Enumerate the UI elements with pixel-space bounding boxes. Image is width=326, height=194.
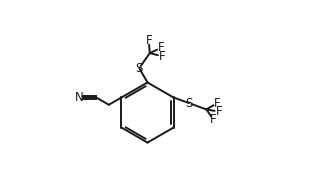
Text: F: F (158, 41, 165, 54)
Text: F: F (145, 34, 152, 47)
Text: N: N (75, 91, 83, 104)
Text: F: F (214, 97, 221, 110)
Text: S: S (136, 62, 143, 75)
Text: F: F (159, 50, 165, 63)
Text: S: S (185, 97, 193, 110)
Text: F: F (215, 105, 222, 118)
Text: F: F (210, 113, 217, 126)
